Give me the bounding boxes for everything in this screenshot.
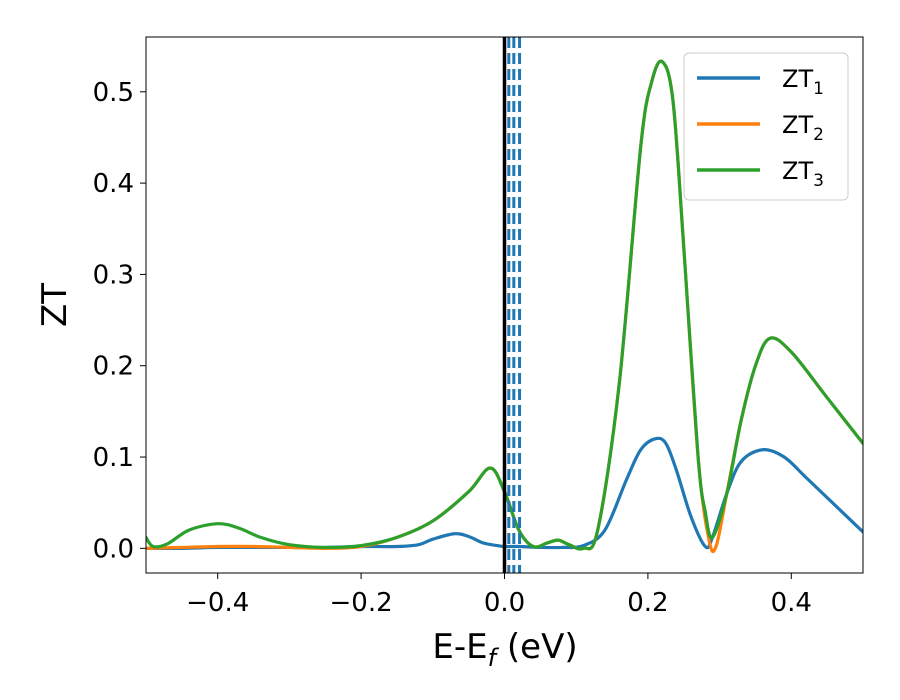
y-tick-label: 0.2 bbox=[93, 352, 134, 382]
legend-label-zt2: ZT2 bbox=[782, 111, 824, 145]
legend-entries: ZT1 ZT2 ZT3 bbox=[697, 65, 824, 191]
legend-label-zt1: ZT1 bbox=[782, 65, 824, 99]
y-tick-label: 0.1 bbox=[93, 443, 134, 473]
x-axis-title-base: E-E bbox=[432, 627, 487, 667]
series-line-zt3 bbox=[146, 59, 863, 551]
x-tick-label: 0.2 bbox=[627, 588, 668, 618]
reference-lines bbox=[502, 37, 522, 573]
plot-area bbox=[146, 59, 863, 554]
legend: ZT1 ZT2 ZT3 bbox=[683, 52, 849, 201]
y-tick-label: 0.4 bbox=[93, 169, 134, 199]
x-tick-label: 0.0 bbox=[484, 588, 525, 618]
x-axis: −0.4 −0.2 0.0 0.2 0.4 bbox=[186, 573, 812, 618]
x-tick-label: −0.4 bbox=[186, 588, 249, 618]
y-tick-label: 0.3 bbox=[93, 260, 134, 290]
legend-box bbox=[683, 52, 849, 201]
y-axis: 0.0 0.1 0.2 0.3 0.4 0.5 bbox=[93, 78, 146, 564]
x-tick-label: −0.2 bbox=[330, 588, 393, 618]
x-axis-title: E-Ef (eV) bbox=[432, 627, 577, 672]
x-tick-label: 0.4 bbox=[771, 588, 812, 618]
x-axis-title-rest: (eV) bbox=[496, 627, 578, 667]
y-tick-label: 0.0 bbox=[93, 534, 134, 564]
y-axis-title: ZT bbox=[35, 283, 75, 327]
legend-label-zt3: ZT3 bbox=[782, 157, 824, 191]
y-tick-label: 0.5 bbox=[93, 78, 134, 108]
